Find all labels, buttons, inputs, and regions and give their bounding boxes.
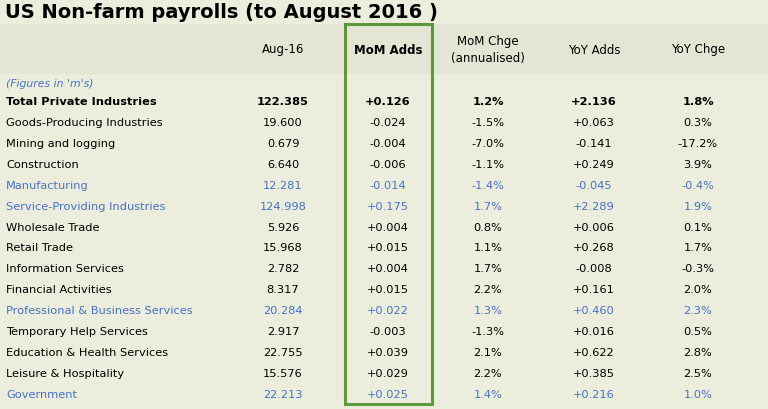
- Text: Leisure & Hospitality: Leisure & Hospitality: [6, 368, 124, 378]
- Text: +0.622: +0.622: [573, 347, 615, 357]
- Text: (Figures in 'm's): (Figures in 'm's): [6, 79, 94, 89]
- Text: +0.039: +0.039: [367, 347, 409, 357]
- Text: 22.755: 22.755: [263, 347, 303, 357]
- Text: 1.2%: 1.2%: [472, 97, 504, 107]
- Text: +0.385: +0.385: [573, 368, 615, 378]
- Text: Service-Providing Industries: Service-Providing Industries: [6, 201, 165, 211]
- Text: YoY Chge: YoY Chge: [671, 43, 725, 56]
- Text: 1.0%: 1.0%: [684, 389, 713, 399]
- Text: YoY Adds: YoY Adds: [568, 43, 621, 56]
- Text: 0.5%: 0.5%: [684, 326, 713, 336]
- Text: +0.006: +0.006: [573, 222, 615, 232]
- Text: +0.029: +0.029: [367, 368, 409, 378]
- Text: +0.016: +0.016: [573, 326, 615, 336]
- Text: +0.126: +0.126: [366, 97, 411, 107]
- Text: Aug-16: Aug-16: [262, 43, 304, 56]
- Text: 122.385: 122.385: [257, 97, 309, 107]
- Text: 2.0%: 2.0%: [684, 285, 713, 294]
- Text: +0.015: +0.015: [367, 243, 409, 253]
- Text: +0.216: +0.216: [573, 389, 615, 399]
- Text: US Non-farm payrolls (to August 2016 ): US Non-farm payrolls (to August 2016 ): [5, 2, 438, 21]
- Bar: [0, 25, 768, 75]
- Text: 0.8%: 0.8%: [474, 222, 502, 232]
- Text: 2.2%: 2.2%: [474, 368, 502, 378]
- Text: -0.008: -0.008: [576, 264, 612, 274]
- Text: -1.1%: -1.1%: [472, 160, 505, 170]
- Text: 2.8%: 2.8%: [684, 347, 713, 357]
- Text: -0.3%: -0.3%: [681, 264, 714, 274]
- Text: 5.926: 5.926: [266, 222, 300, 232]
- Text: Mining and logging: Mining and logging: [6, 139, 115, 149]
- Text: 1.9%: 1.9%: [684, 201, 713, 211]
- Text: Professional & Business Services: Professional & Business Services: [6, 306, 193, 315]
- Text: Education & Health Services: Education & Health Services: [6, 347, 168, 357]
- Text: -0.003: -0.003: [369, 326, 406, 336]
- Text: 1.7%: 1.7%: [474, 264, 502, 274]
- Text: +0.268: +0.268: [573, 243, 615, 253]
- Text: 1.3%: 1.3%: [474, 306, 502, 315]
- Text: 19.600: 19.600: [263, 118, 303, 128]
- Text: 15.576: 15.576: [263, 368, 303, 378]
- Text: 20.284: 20.284: [263, 306, 303, 315]
- Text: +0.249: +0.249: [573, 160, 615, 170]
- Text: +0.004: +0.004: [367, 222, 409, 232]
- Text: 12.281: 12.281: [263, 180, 303, 191]
- Text: +2.136: +2.136: [571, 97, 617, 107]
- Text: Information Services: Information Services: [6, 264, 124, 274]
- Text: -17.2%: -17.2%: [678, 139, 718, 149]
- Text: -0.4%: -0.4%: [681, 180, 714, 191]
- Text: -0.006: -0.006: [369, 160, 406, 170]
- Text: +0.460: +0.460: [573, 306, 615, 315]
- Text: -7.0%: -7.0%: [472, 139, 505, 149]
- Text: MoM Adds: MoM Adds: [354, 43, 422, 56]
- Text: 8.317: 8.317: [266, 285, 300, 294]
- Text: -0.004: -0.004: [369, 139, 406, 149]
- Text: -1.4%: -1.4%: [472, 180, 505, 191]
- Text: Total Private Industries: Total Private Industries: [6, 97, 157, 107]
- Text: +0.161: +0.161: [573, 285, 615, 294]
- Text: 0.679: 0.679: [266, 139, 300, 149]
- Bar: [345, 25, 432, 404]
- Text: 1.8%: 1.8%: [682, 97, 713, 107]
- Text: -0.024: -0.024: [369, 118, 406, 128]
- Text: -0.141: -0.141: [576, 139, 612, 149]
- Text: +0.022: +0.022: [367, 306, 409, 315]
- Text: +2.289: +2.289: [573, 201, 615, 211]
- Text: 1.4%: 1.4%: [474, 389, 502, 399]
- Text: 2.2%: 2.2%: [474, 285, 502, 294]
- Text: 15.968: 15.968: [263, 243, 303, 253]
- Text: +0.063: +0.063: [573, 118, 615, 128]
- Text: MoM Chge
(annualised): MoM Chge (annualised): [451, 35, 525, 65]
- Text: 2.782: 2.782: [266, 264, 300, 274]
- Text: 2.1%: 2.1%: [474, 347, 502, 357]
- Text: -1.3%: -1.3%: [472, 326, 505, 336]
- Text: 0.3%: 0.3%: [684, 118, 713, 128]
- Text: -0.045: -0.045: [576, 180, 612, 191]
- Text: +0.015: +0.015: [367, 285, 409, 294]
- Text: 1.7%: 1.7%: [474, 201, 502, 211]
- Text: Wholesale Trade: Wholesale Trade: [6, 222, 100, 232]
- Text: +0.025: +0.025: [367, 389, 409, 399]
- Text: 6.640: 6.640: [266, 160, 299, 170]
- Text: 2.917: 2.917: [266, 326, 300, 336]
- Text: +0.004: +0.004: [367, 264, 409, 274]
- Text: +0.175: +0.175: [367, 201, 409, 211]
- Text: -1.5%: -1.5%: [472, 118, 505, 128]
- Text: Retail Trade: Retail Trade: [6, 243, 73, 253]
- Text: Government: Government: [6, 389, 77, 399]
- Text: 2.3%: 2.3%: [684, 306, 713, 315]
- Text: 124.998: 124.998: [260, 201, 306, 211]
- Text: -0.014: -0.014: [369, 180, 406, 191]
- Text: 22.213: 22.213: [263, 389, 303, 399]
- Text: 3.9%: 3.9%: [684, 160, 713, 170]
- Text: 1.7%: 1.7%: [684, 243, 713, 253]
- Text: 1.1%: 1.1%: [474, 243, 502, 253]
- Text: 0.1%: 0.1%: [684, 222, 713, 232]
- Text: Temporary Help Services: Temporary Help Services: [6, 326, 148, 336]
- Text: Manufacturing: Manufacturing: [6, 180, 89, 191]
- Text: Construction: Construction: [6, 160, 79, 170]
- Text: 2.5%: 2.5%: [684, 368, 713, 378]
- Text: Goods-Producing Industries: Goods-Producing Industries: [6, 118, 163, 128]
- Text: Financial Activities: Financial Activities: [6, 285, 111, 294]
